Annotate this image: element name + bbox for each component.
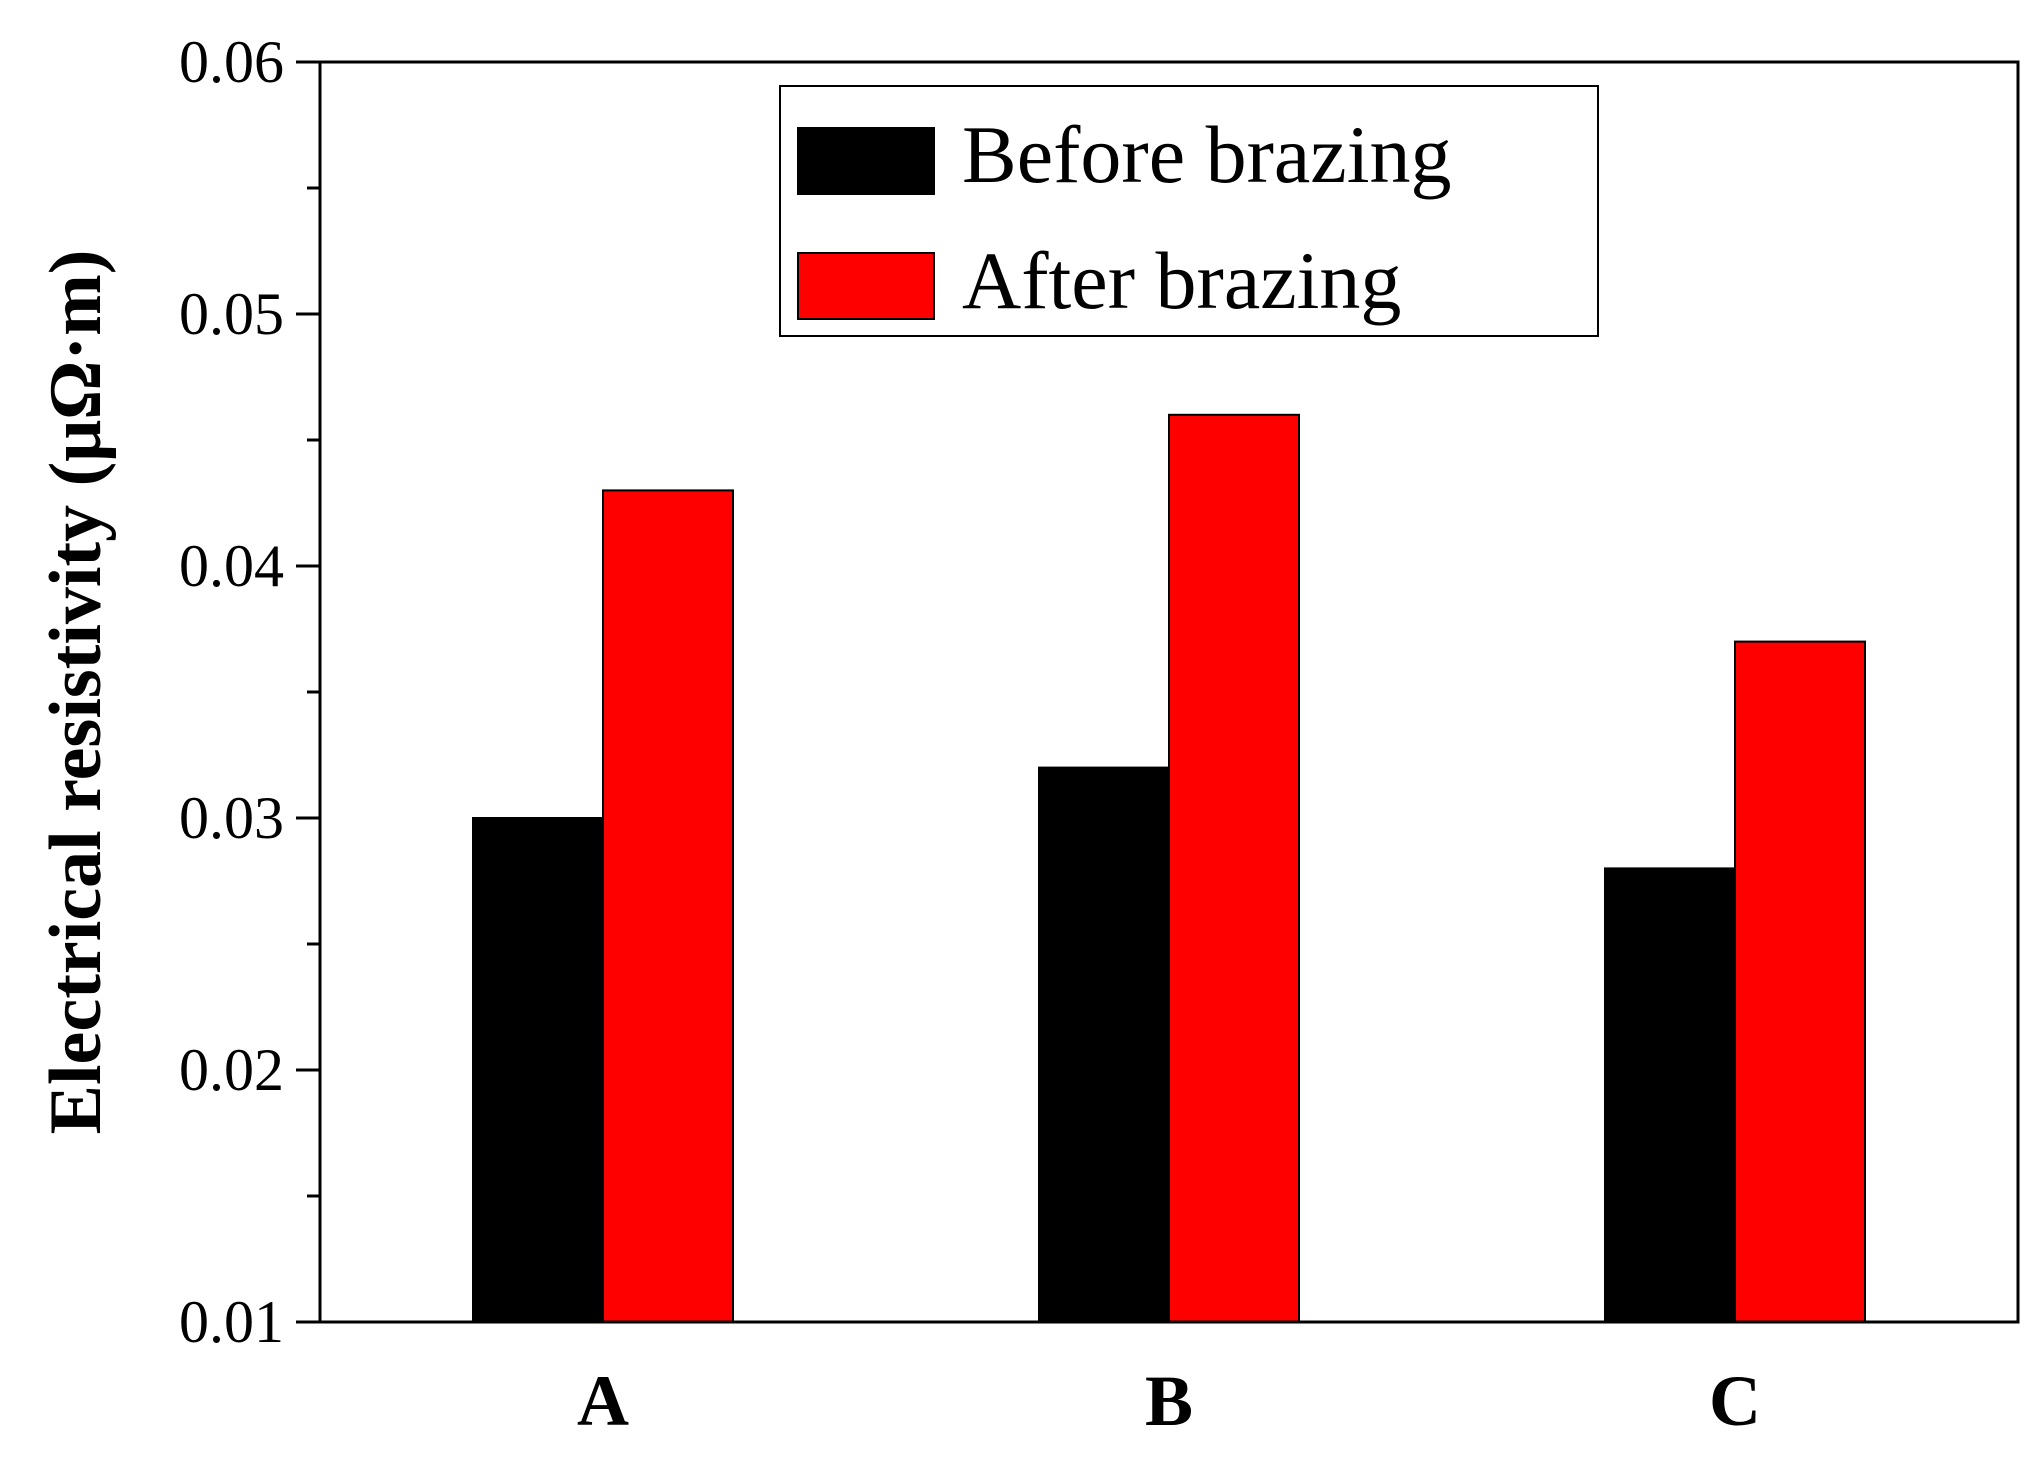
x-category-label: B <box>1145 1361 1193 1441</box>
x-category-label: A <box>577 1361 629 1441</box>
bar-B-before <box>1038 766 1170 1323</box>
legend-swatch-after <box>797 252 935 320</box>
y-tick-label: 0.03 <box>179 785 284 851</box>
y-tick-label: 0.04 <box>179 533 284 599</box>
bar-C-after <box>1734 640 1866 1323</box>
legend: Before brazing After brazing <box>779 85 1599 337</box>
legend-label-after: After brazing <box>962 235 1401 326</box>
bar-B-after <box>1168 413 1300 1323</box>
bar-C-before <box>1604 867 1736 1324</box>
bar-A-before <box>472 817 604 1323</box>
y-tick-label: 0.05 <box>179 281 284 347</box>
y-tick-label: 0.01 <box>179 1289 284 1355</box>
y-tick-label: 0.06 <box>179 29 284 95</box>
x-category-label: C <box>1709 1361 1761 1441</box>
legend-swatch-before <box>797 127 935 195</box>
legend-label-before: Before brazing <box>962 109 1451 200</box>
y-tick-label: 0.02 <box>179 1037 284 1103</box>
y-axis: 0.01 0.02 0.03 0.04 0.05 0.06 <box>179 29 320 1355</box>
bar-A-after <box>602 489 734 1323</box>
bars-layer <box>472 413 1866 1324</box>
y-axis-title: Electrical resistivity (μΩ·m) <box>35 250 117 1135</box>
x-axis: A B C <box>577 1361 1761 1441</box>
